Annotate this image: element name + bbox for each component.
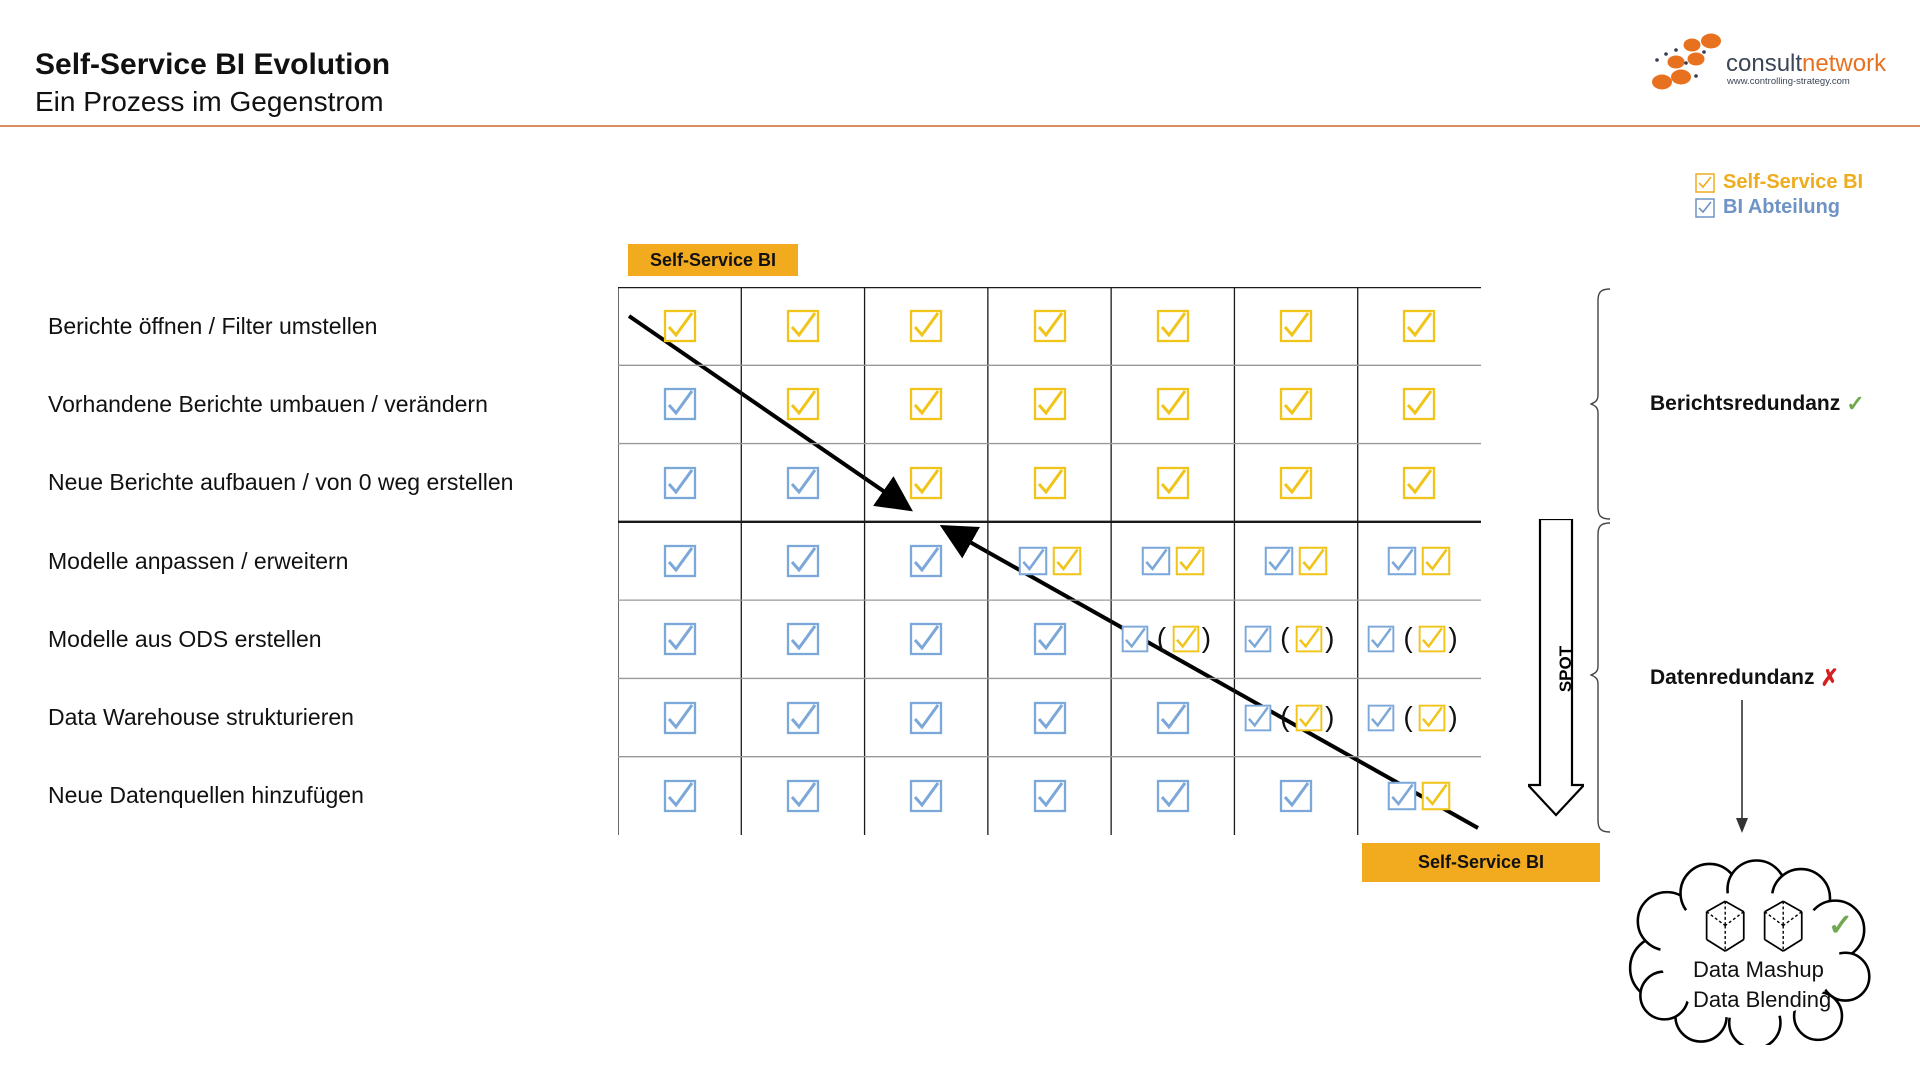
svg-text:SPOT: SPOT (1556, 645, 1575, 692)
svg-text:www.controlling-strategy.com: www.controlling-strategy.com (1726, 76, 1850, 87)
svg-text:consultnetwork: consultnetwork (1726, 50, 1887, 77)
